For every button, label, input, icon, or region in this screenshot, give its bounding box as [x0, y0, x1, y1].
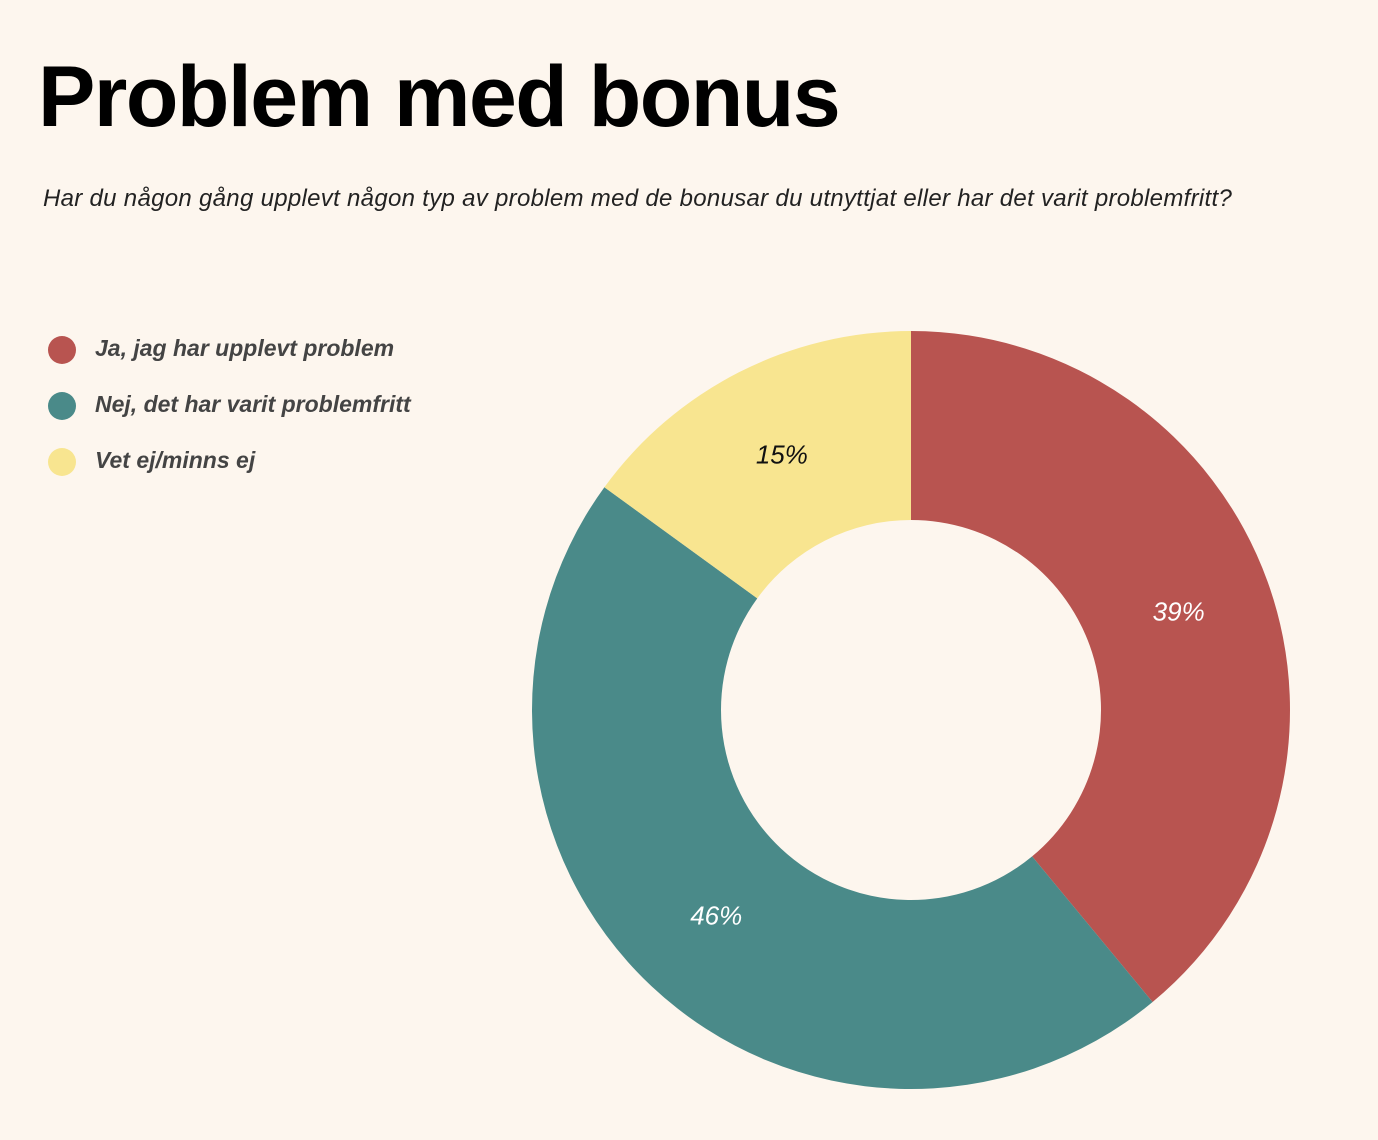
chart-title: Problem med bonus — [38, 49, 841, 145]
legend-swatch — [48, 448, 76, 476]
legend-swatch — [48, 336, 76, 364]
chart-subtitle: Har du någon gång upplevt någon typ av p… — [43, 185, 1233, 212]
donut-slice — [531, 487, 1153, 1090]
legend-swatch — [48, 392, 76, 420]
legend-label: Ja, jag har upplevt problem — [95, 335, 394, 361]
donut-slice — [911, 331, 1290, 1003]
legend-label: Nej, det har varit problemfritt — [95, 391, 412, 417]
slice-label: 39% — [1153, 597, 1205, 627]
legend-label: Vet ej/minns ej — [95, 447, 256, 473]
slice-label: 15% — [756, 439, 808, 469]
donut-slice — [604, 331, 911, 599]
slice-label: 46% — [690, 900, 742, 930]
